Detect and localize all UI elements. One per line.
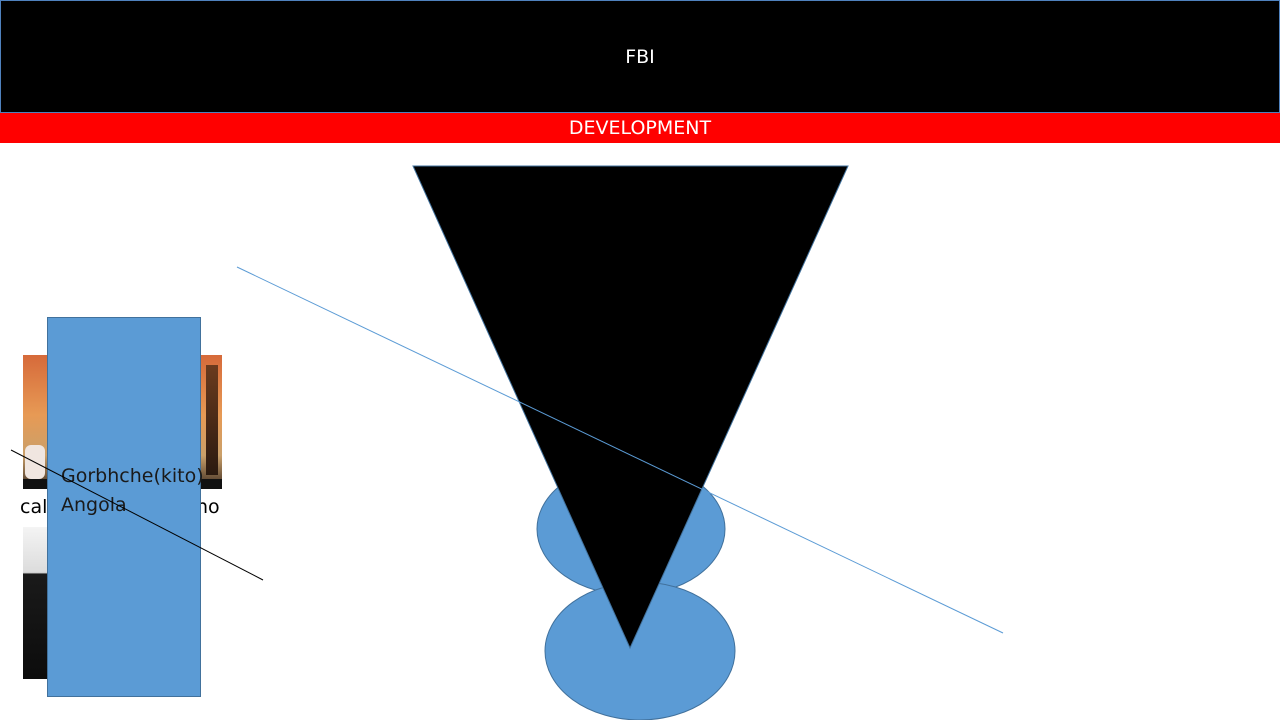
inverted-triangle[interactable]	[412, 165, 849, 650]
upper-blue-ellipse[interactable]	[536, 462, 726, 596]
title-banner: FBI	[0, 0, 1280, 113]
photo-figure-right	[206, 365, 218, 475]
photo-figure-left	[25, 445, 45, 479]
rectangle-text[interactable]: Gorbhche(kito) Angola	[61, 462, 204, 520]
slide-title: FBI	[625, 45, 655, 68]
lower-blue-ellipse[interactable]	[544, 581, 736, 720]
rectangle-text-line-2: Angola	[61, 494, 127, 516]
subtitle-banner: DEVELOPMENT	[0, 113, 1280, 143]
slide-subtitle: DEVELOPMENT	[568, 117, 712, 139]
photo-caption-left: cal	[20, 496, 48, 518]
rectangle-text-line-1: Gorbhche(kito)	[61, 465, 204, 487]
blue-diagonal-line[interactable]	[236, 266, 1004, 634]
